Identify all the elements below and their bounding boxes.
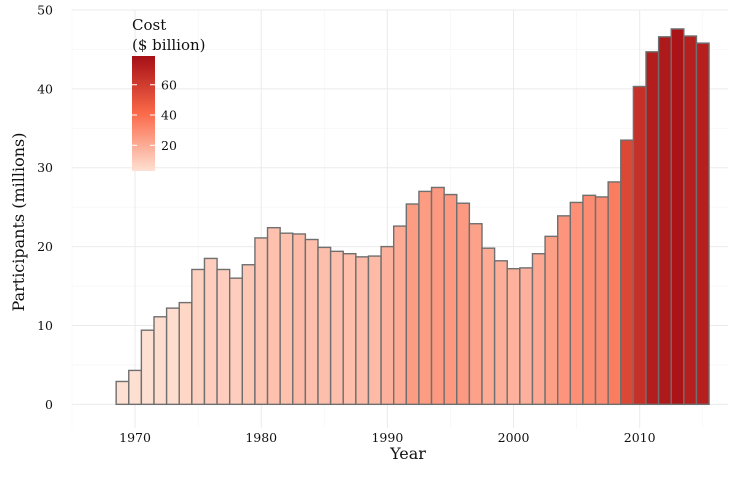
bar-2000 [506,267,521,406]
bar-1977 [216,268,231,406]
legend-tick-label: 40 [161,108,177,123]
legend-title-line2: ($ billion) [132,36,206,54]
bar-1971 [140,329,155,406]
legend-tick-label: 60 [161,77,177,92]
bar-1983 [292,233,307,406]
bar-1969 [115,380,130,406]
bar-2008 [607,181,622,406]
bar-1999 [493,260,508,406]
x-axis-title: Year [389,444,426,463]
legend-tick-label: 20 [161,138,177,153]
bar-2004 [556,215,572,406]
bar-1981 [266,226,281,406]
x-tick-label: 1990 [371,430,403,445]
bar-1972 [153,316,168,406]
bar-1989 [367,255,382,406]
bar-2013 [670,28,685,406]
bar-2007 [594,196,609,406]
bar-2010 [632,85,647,406]
x-axis-ticks: 1970 1980 1990 2000 2010 [119,430,655,445]
bar-2009 [620,139,635,406]
bar-1970 [128,369,143,406]
y-tick-label: 50 [37,3,53,18]
bar-2005 [569,201,584,406]
bar-1987 [342,253,357,406]
bar-1980 [254,237,269,406]
y-tick-label: 10 [37,318,53,333]
bar-2011 [645,51,660,406]
bar-1978 [228,277,244,406]
legend-title-line1: Cost [132,16,166,34]
bar-1985 [317,246,332,406]
bar-2014 [683,35,698,406]
bar-1990 [380,245,395,406]
bar-1998 [481,247,496,406]
y-axis-ticks: 0 10 20 30 40 50 [37,3,53,412]
y-tick-label: 40 [37,81,53,96]
bar-1988 [355,256,370,406]
bar-1997 [468,223,483,406]
x-tick-label: 2010 [624,430,656,445]
bar-1992 [405,203,420,406]
bar-1984 [304,238,319,406]
bar-1986 [329,250,344,406]
bar-1993 [418,190,433,406]
bar-1995 [443,193,458,406]
bar-1979 [241,264,256,406]
legend-colorbar [132,56,155,171]
color-legend: Cost ($ billion) 20 40 60 [132,16,206,171]
bar-2015 [695,42,710,406]
bar-2002 [531,253,546,406]
bar-1974 [178,301,193,406]
x-tick-label: 1980 [245,430,277,445]
bar-1996 [456,202,471,406]
bar-1994 [430,186,445,406]
bar-2006 [582,194,597,406]
bar-1991 [392,225,408,406]
bar-1982 [279,232,294,406]
y-tick-label: 0 [45,397,53,412]
y-axis-title: Participants (millions) [9,133,28,312]
bars [115,28,710,406]
bar-2003 [544,235,559,406]
bar-2001 [519,267,534,406]
bar-1976 [203,257,218,406]
y-tick-label: 20 [37,239,53,254]
y-tick-label: 30 [37,160,53,175]
x-tick-label: 1970 [119,430,151,445]
bar-1973 [165,307,180,406]
bar-2012 [657,36,672,406]
legend-ticks: 20 40 60 [132,77,177,153]
x-tick-label: 2000 [498,430,530,445]
bar-1975 [191,268,206,406]
